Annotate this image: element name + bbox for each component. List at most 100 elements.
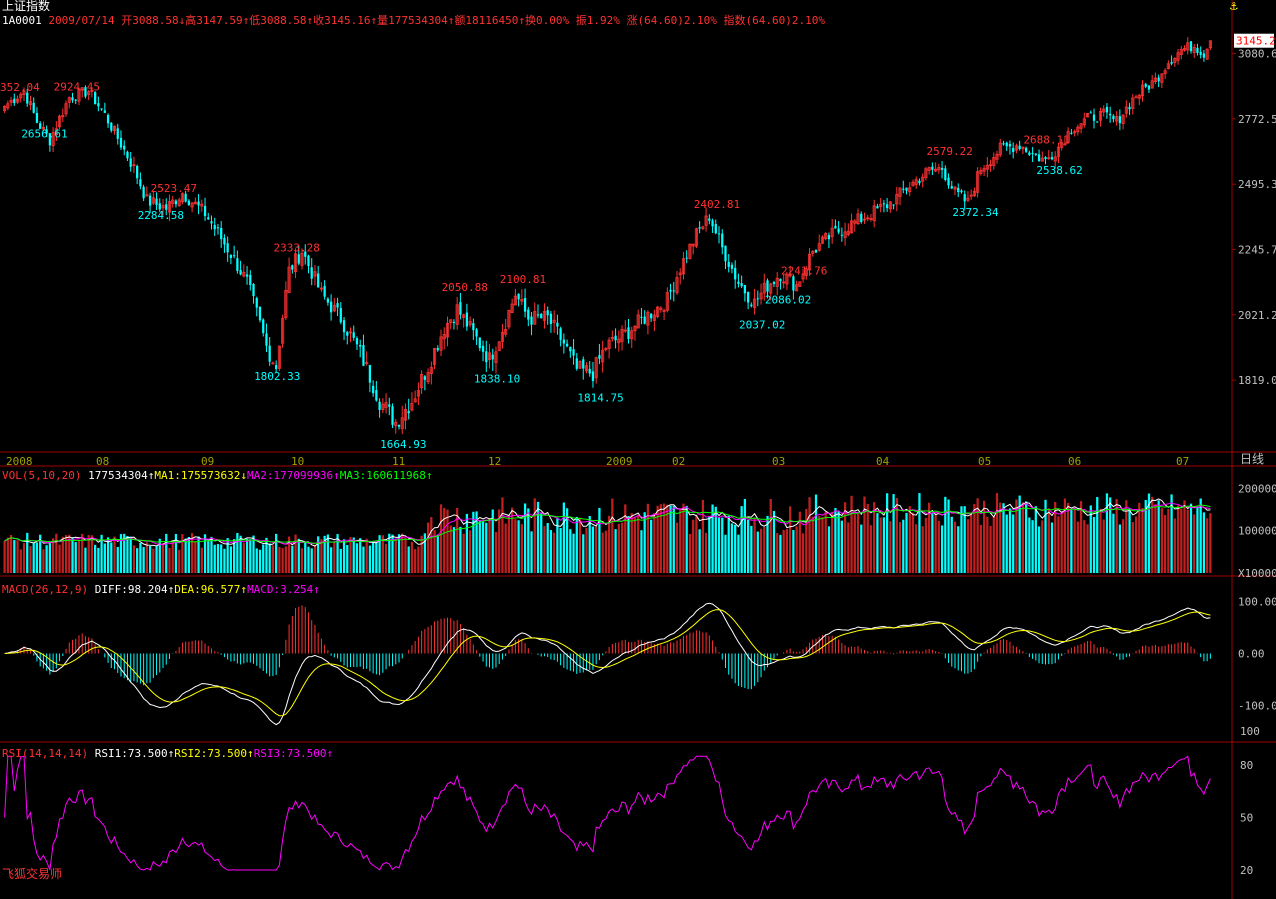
volume-bar — [973, 503, 976, 573]
rsi-pane[interactable] — [4, 755, 1211, 871]
volume-bar — [776, 533, 779, 573]
volume-bar — [485, 522, 488, 573]
candle-body — [229, 255, 233, 258]
volume-bar — [979, 524, 982, 573]
period-label[interactable]: 日线 — [1240, 452, 1265, 466]
legend-entry: MACD:3.254↑ — [247, 583, 320, 596]
candle-body — [1166, 63, 1170, 70]
volume-bar — [275, 533, 278, 573]
volume-bar — [598, 507, 601, 573]
volume-bar — [161, 543, 165, 573]
volume-bar — [685, 505, 688, 573]
volume-bar — [536, 501, 540, 573]
volume-bar — [721, 517, 724, 573]
volume-bar — [74, 542, 77, 573]
candle-body — [1012, 148, 1015, 152]
candle-body — [161, 205, 165, 209]
legend-entry: DIFF:98.204↑ — [94, 583, 175, 596]
volume-bar — [911, 512, 915, 573]
candle-body — [808, 253, 812, 271]
candle-body — [944, 168, 947, 180]
volume-bar — [1041, 520, 1044, 573]
volume-bar — [1176, 505, 1180, 573]
quote-date: 2009/07/14 — [48, 14, 115, 27]
volume-bar — [6, 537, 9, 573]
volume-bar — [488, 518, 491, 573]
volume-bar — [892, 494, 895, 573]
candle-body — [630, 330, 634, 340]
volume-bar — [982, 500, 986, 573]
volume-bar — [71, 537, 74, 573]
price-annotation: 2050.88 — [442, 281, 488, 294]
volume-bar — [785, 529, 789, 573]
candle-body — [1109, 113, 1112, 116]
volume-bar — [1018, 495, 1021, 573]
volume-bar — [659, 504, 662, 573]
volume-bar — [530, 531, 533, 573]
candle-body — [1021, 146, 1025, 150]
volume-pane[interactable] — [3, 493, 1212, 573]
volume-bar — [843, 502, 847, 573]
candle-body — [80, 87, 84, 91]
volume-bar — [824, 512, 827, 573]
candle-body — [22, 90, 26, 95]
candle-body — [902, 188, 905, 190]
candle-body — [969, 194, 973, 197]
volume-bar — [646, 503, 650, 573]
anchor-icon[interactable]: ⚓ — [1230, 0, 1238, 14]
candle-body — [888, 201, 892, 210]
candle-body — [249, 274, 252, 286]
candle-body — [226, 243, 229, 253]
volume-bar — [624, 504, 627, 573]
volume-bar — [168, 547, 171, 573]
volume-bar — [313, 544, 317, 573]
price-annotation: 2538.62 — [1036, 164, 1082, 177]
volume-bar — [1160, 508, 1164, 573]
candle-body — [827, 235, 831, 240]
volume-bar — [9, 534, 13, 573]
volume-bar — [737, 534, 740, 573]
candle-body — [407, 410, 410, 414]
candle-body — [381, 403, 385, 411]
candle-body — [1024, 147, 1028, 152]
candle-body — [177, 199, 181, 206]
vol-legend: VOL(5,10,20) 177534304↑MA1:175573632↓MA2… — [2, 469, 432, 482]
volume-bar — [1209, 513, 1212, 573]
volume-bar — [310, 548, 313, 573]
volume-bar — [921, 526, 924, 573]
candle-body — [1034, 153, 1037, 155]
candle-body — [792, 276, 795, 291]
candle-body — [19, 93, 23, 99]
volume-bar — [93, 544, 97, 573]
candle-body — [375, 390, 378, 401]
candle-body — [633, 325, 637, 332]
volume-bar — [384, 543, 388, 573]
price-pane[interactable]: 352.04 2924.45 2656.61 2523.47 2284.58 2333.2… — [0, 37, 1212, 451]
candle-body — [1098, 110, 1103, 121]
macd-pane[interactable] — [4, 602, 1211, 726]
volume-bar — [1070, 510, 1073, 573]
candle-body — [678, 272, 682, 276]
volume-bar — [611, 498, 614, 573]
volume-bar — [26, 532, 29, 573]
volume-bar — [1096, 497, 1099, 573]
volume-bar — [860, 524, 863, 573]
candle-body — [860, 213, 863, 223]
candle-body — [352, 332, 355, 338]
volume-bar — [873, 502, 876, 573]
volume-bar — [1060, 512, 1063, 573]
volume-bar — [81, 533, 84, 573]
volume-bar — [1141, 507, 1144, 573]
candle-body — [840, 234, 843, 236]
candle-body — [155, 198, 158, 205]
legend-entry: 177534304↑ — [88, 469, 155, 482]
candle-body — [313, 271, 317, 277]
volume-bar — [155, 545, 158, 573]
volume-bar — [136, 548, 139, 573]
volume-bar — [39, 534, 42, 573]
volume-bar — [1125, 500, 1128, 573]
volume-bar — [931, 512, 934, 573]
index-title: 上证指数 — [2, 0, 51, 13]
candle-body — [388, 404, 391, 407]
